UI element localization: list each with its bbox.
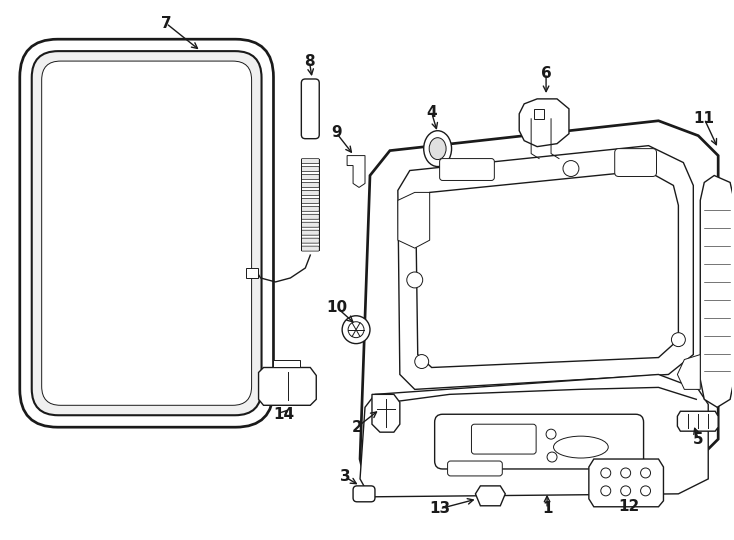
Polygon shape xyxy=(677,411,718,431)
Bar xyxy=(246,268,258,278)
Text: 10: 10 xyxy=(327,300,348,315)
FancyBboxPatch shape xyxy=(302,159,319,164)
FancyBboxPatch shape xyxy=(20,39,274,427)
FancyBboxPatch shape xyxy=(440,159,494,180)
FancyBboxPatch shape xyxy=(302,246,319,251)
Text: 5: 5 xyxy=(693,431,704,447)
FancyBboxPatch shape xyxy=(435,414,644,469)
Polygon shape xyxy=(372,394,400,432)
Text: 4: 4 xyxy=(426,105,437,120)
Circle shape xyxy=(547,452,557,462)
Circle shape xyxy=(672,333,686,347)
FancyBboxPatch shape xyxy=(302,191,319,195)
FancyBboxPatch shape xyxy=(42,61,252,406)
FancyBboxPatch shape xyxy=(32,51,261,415)
Polygon shape xyxy=(700,176,734,407)
Circle shape xyxy=(342,316,370,343)
Polygon shape xyxy=(677,355,700,389)
Ellipse shape xyxy=(424,131,451,166)
FancyBboxPatch shape xyxy=(302,198,319,204)
FancyBboxPatch shape xyxy=(302,79,319,139)
Bar xyxy=(534,109,544,119)
Text: 2: 2 xyxy=(352,420,363,435)
Polygon shape xyxy=(347,156,365,187)
Text: 12: 12 xyxy=(618,500,639,514)
FancyBboxPatch shape xyxy=(302,166,319,172)
FancyBboxPatch shape xyxy=(302,206,319,211)
FancyBboxPatch shape xyxy=(302,222,319,227)
Text: 9: 9 xyxy=(331,125,341,140)
FancyBboxPatch shape xyxy=(302,183,319,187)
Text: 8: 8 xyxy=(304,53,315,69)
Polygon shape xyxy=(519,99,569,147)
Circle shape xyxy=(621,486,631,496)
Polygon shape xyxy=(258,368,316,406)
Polygon shape xyxy=(274,360,300,368)
Circle shape xyxy=(546,429,556,439)
FancyBboxPatch shape xyxy=(353,486,375,502)
Circle shape xyxy=(641,468,650,478)
Ellipse shape xyxy=(553,436,608,458)
Circle shape xyxy=(563,160,579,177)
Circle shape xyxy=(348,322,364,338)
Polygon shape xyxy=(360,374,708,497)
Polygon shape xyxy=(398,192,429,248)
FancyBboxPatch shape xyxy=(302,238,319,243)
Text: 7: 7 xyxy=(161,16,171,31)
FancyBboxPatch shape xyxy=(471,424,536,454)
Circle shape xyxy=(621,468,631,478)
Polygon shape xyxy=(589,459,664,507)
Circle shape xyxy=(601,468,611,478)
Text: 3: 3 xyxy=(340,469,350,484)
FancyBboxPatch shape xyxy=(302,214,319,219)
Polygon shape xyxy=(476,486,505,506)
Ellipse shape xyxy=(429,138,446,160)
Polygon shape xyxy=(415,171,678,368)
Circle shape xyxy=(641,486,650,496)
Text: 14: 14 xyxy=(273,407,294,422)
Circle shape xyxy=(415,355,429,368)
FancyBboxPatch shape xyxy=(448,461,502,476)
Text: 6: 6 xyxy=(541,65,551,80)
Circle shape xyxy=(601,486,611,496)
FancyBboxPatch shape xyxy=(302,174,319,179)
Text: 13: 13 xyxy=(429,501,450,516)
Circle shape xyxy=(407,272,423,288)
Text: 1: 1 xyxy=(542,501,552,516)
Polygon shape xyxy=(360,121,718,494)
FancyBboxPatch shape xyxy=(614,148,656,177)
Text: 11: 11 xyxy=(694,111,715,126)
Polygon shape xyxy=(398,146,694,389)
FancyBboxPatch shape xyxy=(302,230,319,235)
